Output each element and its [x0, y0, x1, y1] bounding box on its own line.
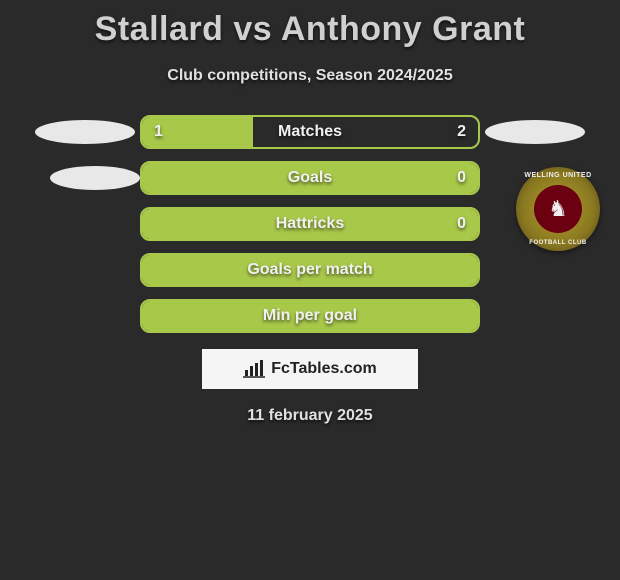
stat-label: Hattricks: [142, 209, 478, 239]
stat-row-matches: 1 Matches 2: [0, 115, 620, 149]
stat-row-goals-per-match: Goals per match: [0, 253, 620, 287]
comparison-subtitle: Club competitions, Season 2024/2025: [0, 67, 620, 85]
stat-value-right: 2: [457, 117, 466, 147]
stat-row-min-per-goal: Min per goal: [0, 299, 620, 333]
comparison-title: Stallard vs Anthony Grant: [0, 0, 620, 49]
club-badge-inner: ♞: [534, 185, 582, 233]
stat-value-right: 0: [457, 163, 466, 193]
stats-chart: 1 Matches 2 Goals 0 Hattricks 0: [0, 115, 620, 333]
left-badge-slot: [30, 207, 140, 241]
footer-date: 11 february 2025: [0, 407, 620, 425]
club-badge-bottom-text: FOOTBALL CLUB: [516, 240, 600, 246]
stat-bar: Min per goal: [140, 299, 480, 333]
player-right-badge-placeholder: [485, 120, 585, 144]
stat-label: Matches: [142, 117, 478, 147]
stat-label: Goals: [142, 163, 478, 193]
left-badge-slot: [30, 253, 140, 287]
left-badge-slot: [30, 161, 140, 195]
horse-icon: ♞: [543, 194, 573, 224]
stat-bar: Goals per match: [140, 253, 480, 287]
player-left-badge-placeholder: [50, 166, 140, 190]
stat-bar: Hattricks 0: [140, 207, 480, 241]
stat-bar: Goals 0: [140, 161, 480, 195]
left-badge-slot: [30, 115, 140, 149]
left-badge-slot: [30, 299, 140, 333]
right-badge-slot: [480, 253, 590, 287]
player-left-badge-placeholder: [35, 120, 135, 144]
stat-label: Min per goal: [142, 301, 478, 331]
stat-value-right: 0: [457, 209, 466, 239]
stat-label: Goals per match: [142, 255, 478, 285]
bar-chart-icon: [243, 360, 265, 378]
right-badge-slot: [480, 115, 590, 149]
brand-footer: FcTables.com: [202, 349, 418, 389]
club-badge-top-text: WELLING UNITED: [516, 172, 600, 179]
club-badge-welling: WELLING UNITED ♞ FOOTBALL CLUB: [516, 167, 600, 251]
right-badge-slot: [480, 299, 590, 333]
brand-text: FcTables.com: [271, 360, 377, 378]
stat-bar: 1 Matches 2: [140, 115, 480, 149]
